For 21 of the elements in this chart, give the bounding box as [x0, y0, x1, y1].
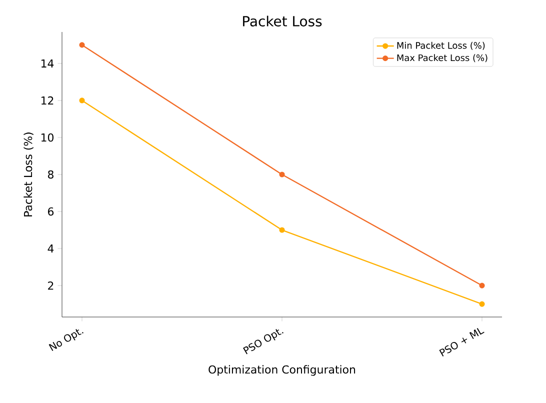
legend-label: Min Packet Loss (%) [397, 42, 485, 50]
y-axis-title: Packet Loss (%) [24, 132, 34, 216]
point [279, 172, 285, 178]
point [79, 98, 85, 104]
x-tick-label: No Opt. [48, 329, 84, 351]
point [479, 301, 485, 307]
y-tick-label: 14 [41, 59, 54, 68]
x-axis-title: Optimization Configuration [208, 365, 356, 376]
x-tick-label: PSO Opt. [243, 329, 284, 354]
point [479, 282, 485, 288]
y-tick-label: 10 [41, 133, 54, 142]
y-tick-label: 4 [48, 244, 54, 253]
y-tick-label: 8 [48, 170, 54, 179]
point [79, 42, 85, 48]
y-tick-label: 12 [41, 96, 54, 105]
y-tick-label: 2 [48, 281, 54, 290]
legend-label: Max Packet Loss (%) [397, 54, 488, 62]
y-tick-label: 6 [48, 207, 54, 216]
point [279, 227, 285, 233]
chart-title: Packet Loss [243, 16, 322, 26]
x-tick-label: PSO + ML [439, 328, 484, 356]
